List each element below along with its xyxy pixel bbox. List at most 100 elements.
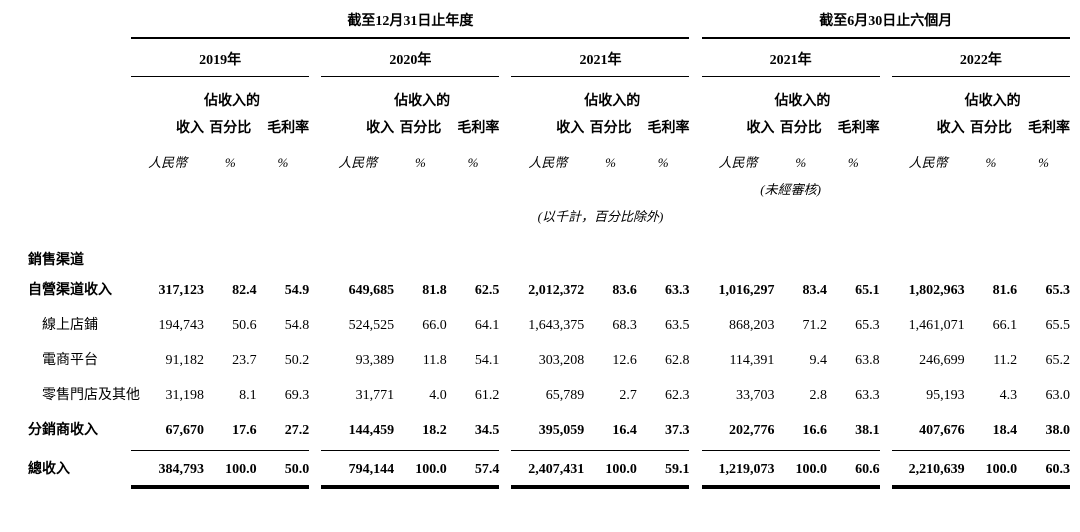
cell-value: 81.8 <box>422 283 447 299</box>
column-gap <box>309 341 321 376</box>
table-row: 電商平台 91,182 23.7 50.2 93,389 11.8 54.1 303,208 1… <box>28 341 1070 376</box>
spacer <box>131 200 309 227</box>
cell-value: 65.3 <box>855 318 880 334</box>
col-header-margin: 毛利率 <box>1028 120 1070 136</box>
year-header: 2019年 <box>131 38 310 77</box>
cell-value: 194,743 <box>158 318 205 334</box>
unit-percent: % <box>224 155 236 171</box>
double-rule-line <box>511 485 690 490</box>
spacer <box>511 173 689 200</box>
cell-value: 50.0 <box>284 462 310 478</box>
cell-value: 2,012,372 <box>528 283 585 299</box>
cell-value: 65,789 <box>545 388 585 404</box>
cell-value: 54.1 <box>474 353 500 369</box>
cell-value: 395,059 <box>538 423 585 439</box>
cell-value: 59.1 <box>664 462 690 478</box>
col-header-margin: 毛利率 <box>837 120 880 136</box>
column-gap <box>689 173 701 200</box>
col-header-income: 收入 <box>176 120 204 136</box>
column-gap <box>689 341 701 376</box>
column-gap <box>689 6 701 38</box>
double-rule <box>131 485 310 490</box>
unit-percent: % <box>847 155 859 171</box>
col-header-pct-line1: 佔收入的 <box>204 94 260 109</box>
table-row: 分銷商收入 67,670 17.6 27.2 144,459 18.2 34.5 395,05… <box>28 411 1070 446</box>
cell-value: 50.2 <box>284 353 310 369</box>
cell-value: 18.2 <box>422 423 447 439</box>
column-gap <box>499 77 511 143</box>
cell-value: 11.8 <box>422 353 447 369</box>
year-header: 2020年 <box>321 38 500 77</box>
double-rule-line <box>701 485 880 490</box>
column-gap <box>499 38 511 77</box>
cell-value: 1,016,297 <box>718 283 775 299</box>
financial-table-page: 截至12月31日止年度 截至6月30日止六個月 2019年 2020年 2021… <box>28 6 1070 490</box>
period-header-interim: 截至6月30日止六個月 <box>701 6 1070 39</box>
unit-percent: % <box>985 155 997 171</box>
table-row: 線上店鋪 194,743 50.6 54.8 524,525 66.0 64.1 1,643,… <box>28 306 1070 341</box>
cell-value: 63.3 <box>855 388 880 404</box>
unit-percent: % <box>467 155 479 171</box>
cell-value: 38.1 <box>855 423 880 439</box>
column-gap <box>880 341 892 376</box>
unit-currency: 人民幣 <box>338 155 378 171</box>
column-gap <box>689 271 701 306</box>
unit-percent: % <box>605 155 616 171</box>
cell-value: 2,407,431 <box>528 462 585 478</box>
single-rule <box>891 446 1070 451</box>
column-gap <box>499 271 511 306</box>
cell-value: 4.3 <box>999 388 1018 404</box>
column-gap <box>689 306 701 341</box>
cell-value: 794,144 <box>348 462 395 478</box>
double-rule-line <box>891 485 1070 490</box>
column-gap <box>689 142 701 173</box>
cell-value: 83.4 <box>802 283 828 299</box>
row-label: 電商平台 <box>42 353 98 369</box>
column-gap <box>309 411 321 446</box>
cell-value: 114,391 <box>729 353 775 369</box>
single-rule <box>511 446 690 451</box>
table-row: 自營渠道收入 317,123 82.4 54.9 649,685 81.8 62.5 2,01… <box>28 271 1070 306</box>
cell-value: 83.6 <box>612 283 637 299</box>
revenue-by-channel-table: 截至12月31日止年度 截至6月30日止六個月 2019年 2020年 2021… <box>28 6 1070 490</box>
year-header: 2021年 <box>511 38 690 77</box>
cell-value: 82.4 <box>232 283 257 299</box>
cell-value: 649,685 <box>348 283 395 299</box>
unit-row: 人民幣 % % 人民幣 % % 人民幣 % % 人民幣 % % 人民幣 % % <box>28 142 1070 173</box>
cell-value: 100.0 <box>415 462 447 478</box>
cell-value: 8.1 <box>239 388 257 404</box>
cell-value: 60.6 <box>855 462 880 478</box>
double-rule <box>321 485 500 490</box>
cell-value: 202,776 <box>728 423 775 439</box>
cell-value: 62.3 <box>664 388 690 404</box>
cell-value: 31,771 <box>355 388 395 404</box>
cell-value: 65.3 <box>1045 283 1071 299</box>
column-gap <box>689 450 701 485</box>
cell-value: 69.3 <box>284 388 310 404</box>
col-header-pct-line1: 佔收入的 <box>774 94 831 109</box>
column-gap <box>309 306 321 341</box>
unit-percent: % <box>657 155 669 171</box>
total-row: 總收入 384,793 100.0 50.0 794,144 100.0 57.4 2,407… <box>28 450 1070 485</box>
spacer <box>28 77 131 143</box>
cell-value: 54.9 <box>284 283 310 299</box>
double-rule-line <box>131 485 310 490</box>
year-header: 2021年 <box>701 38 880 77</box>
col-header-pct-line1: 佔收入的 <box>584 94 641 109</box>
unit-percent: % <box>795 155 807 171</box>
cell-value: 62.8 <box>664 353 690 369</box>
cell-value: 34.5 <box>474 423 500 439</box>
spacer <box>28 6 131 38</box>
spacer <box>321 173 499 200</box>
cell-value: 317,123 <box>158 283 205 299</box>
column-gap <box>880 200 892 227</box>
cell-value: 81.6 <box>992 283 1018 299</box>
cell-value: 1,461,071 <box>908 318 965 334</box>
column-gap <box>499 173 511 200</box>
col-header-pct-line2: 百分比 <box>779 120 822 136</box>
col-header-pct: 佔收入的 百分比 <box>394 77 450 143</box>
column-gap <box>880 485 892 489</box>
cell-value: 57.4 <box>474 462 500 478</box>
column-gap <box>499 341 511 376</box>
column-gap <box>880 77 892 143</box>
